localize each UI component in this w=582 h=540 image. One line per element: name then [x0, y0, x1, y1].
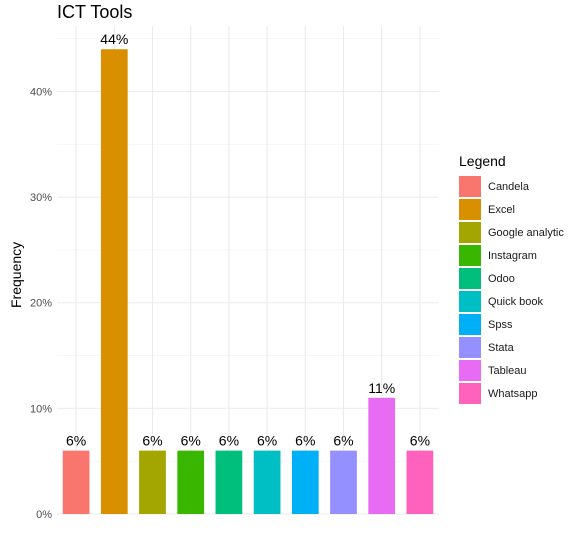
legend-swatch	[459, 245, 481, 266]
bar-tableau	[368, 397, 396, 514]
legend-label: Stata	[488, 341, 514, 354]
legend-swatch	[459, 222, 481, 243]
y-tick-label: 10%	[30, 403, 52, 415]
legend-label: Tableau	[488, 364, 527, 377]
legend-item: Stata	[459, 336, 564, 359]
legend-label: Google analytic	[488, 226, 564, 239]
legend-swatch	[459, 199, 481, 220]
data-label: 6%	[257, 433, 277, 449]
data-label: 11%	[368, 380, 395, 396]
bar-instagram	[177, 450, 205, 514]
bar-spss	[291, 450, 319, 514]
legend-swatch	[459, 360, 481, 381]
bar-excel	[100, 49, 128, 514]
legend: Legend Candela Excel Google analytic Instag…	[459, 153, 564, 405]
legend-swatch	[459, 337, 481, 358]
bar-quick-book	[253, 450, 281, 514]
legend-items: Candela Excel Google analytic Instagram Odoo…	[459, 175, 564, 405]
legend-item: Instagram	[459, 244, 564, 267]
bar-stata	[330, 450, 357, 514]
bar-google-analytic	[139, 450, 166, 514]
data-label: 6%	[333, 433, 353, 449]
data-label: 44%	[100, 31, 128, 47]
legend-label: Instagram	[488, 249, 537, 262]
data-label: 6%	[181, 433, 201, 449]
legend-label: Spss	[488, 318, 513, 331]
legend-swatch	[459, 268, 481, 289]
bar-whatsapp	[406, 450, 434, 514]
data-label: 6%	[219, 433, 239, 449]
legend-swatch	[459, 314, 481, 335]
legend-swatch	[459, 383, 481, 404]
legend-item: Spss	[459, 313, 564, 336]
legend-swatch	[459, 176, 481, 197]
legend-label: Odoo	[488, 272, 515, 285]
data-label: 6%	[410, 433, 430, 449]
chart-title: ICT Tools	[57, 2, 133, 22]
legend-title: Legend	[459, 153, 506, 169]
legend-label: Quick book	[488, 295, 544, 308]
bar-odoo	[215, 450, 243, 514]
legend-item: Odoo	[459, 267, 564, 290]
legend-label: Candela	[488, 180, 529, 193]
legend-item: Quick book	[459, 290, 564, 313]
legend-label: Whatsapp	[488, 387, 538, 400]
legend-item: Whatsapp	[459, 382, 564, 405]
legend-swatch	[459, 291, 481, 312]
y-tick-label: 20%	[30, 298, 52, 310]
data-label: 6%	[295, 433, 315, 449]
legend-item: Excel	[459, 198, 564, 221]
data-label: 6%	[142, 433, 162, 449]
data-label: 6%	[66, 433, 86, 449]
y-tick-label: 30%	[30, 192, 52, 204]
legend-item: Google analytic	[459, 221, 564, 244]
legend-item: Candela	[459, 175, 564, 198]
y-tick-label: 0%	[36, 509, 52, 521]
bar-candela	[62, 450, 90, 514]
legend-label: Excel	[488, 203, 515, 216]
y-tick-label: 40%	[30, 86, 52, 98]
legend-item: Tableau	[459, 359, 564, 382]
